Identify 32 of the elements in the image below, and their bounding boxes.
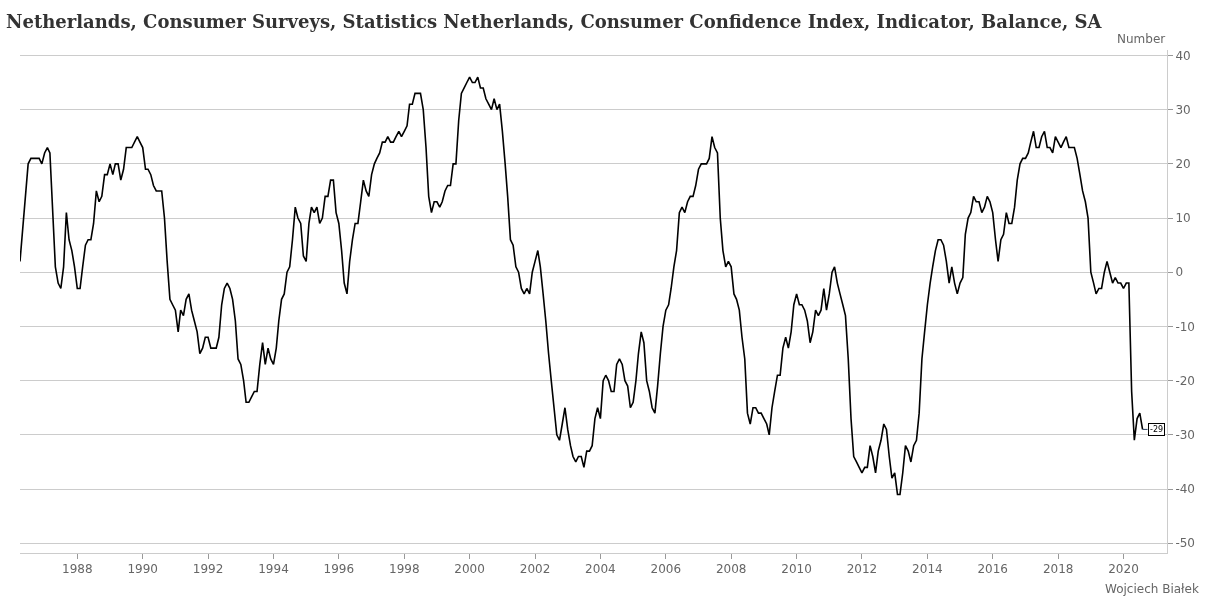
line-series xyxy=(20,76,1144,496)
x-tick-label: 1990 xyxy=(127,562,158,577)
y-tick-label: 30 xyxy=(1175,102,1191,117)
y-tick-label: -10 xyxy=(1175,319,1196,334)
y-tick-label: -50 xyxy=(1175,536,1196,551)
x-tick-label: 2000 xyxy=(454,562,485,577)
x-tick-label: 1992 xyxy=(192,562,224,577)
x-tick-label: 1998 xyxy=(389,562,420,577)
x-tick-label: 2018 xyxy=(1042,562,1074,577)
y-tick-label: -40 xyxy=(1175,482,1196,497)
x-tick-label: 1996 xyxy=(323,562,355,577)
x-tick-label: 2010 xyxy=(781,562,812,577)
y-tick-label: 10 xyxy=(1175,211,1191,226)
text: Wojciech Białek xyxy=(1105,582,1199,596)
y-axis-title: Number xyxy=(1117,32,1166,46)
x-tick-label: 2016 xyxy=(977,562,1008,577)
x-tick-label: 2014 xyxy=(912,562,943,577)
x-tick-label: 1994 xyxy=(258,562,289,577)
x-tick-label: 2020 xyxy=(1108,562,1139,577)
x-tick-label: 2012 xyxy=(846,562,878,577)
y-tick-label: -20 xyxy=(1175,373,1196,388)
y-tick-label: 40 xyxy=(1175,48,1191,63)
x-tick-label: 2008 xyxy=(715,562,747,577)
y-tick-label: -30 xyxy=(1175,428,1196,443)
y-tick-label: 20 xyxy=(1175,157,1191,172)
annotation: -29 xyxy=(1150,425,1164,434)
y-tick-label: 0 xyxy=(1175,265,1184,280)
x-tick-label: 2006 xyxy=(650,562,682,577)
x-tick-label: 2004 xyxy=(585,562,616,577)
x-tick-label: 1988 xyxy=(62,562,93,577)
chart-title: Netherlands, Consumer Surveys, Statistics Netherlands, Consumer Confidence Index, Indicator, Balance, SA xyxy=(6,10,1103,32)
x-tick-label: 2002 xyxy=(519,562,551,577)
